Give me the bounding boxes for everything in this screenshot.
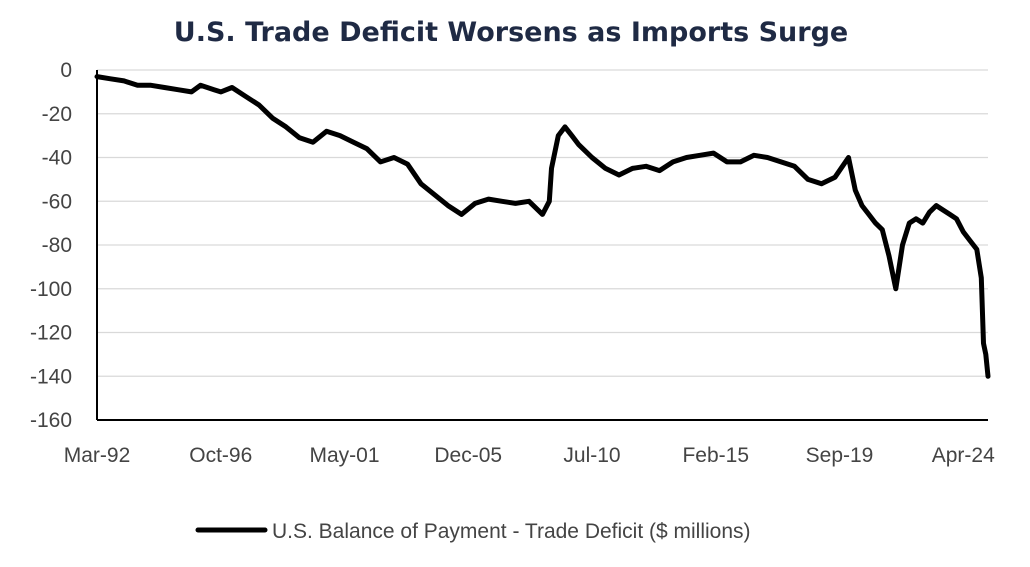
x-tick-label: Dec-05 <box>434 444 502 467</box>
legend: U.S. Balance of Payment - Trade Deficit … <box>195 520 751 543</box>
y-tick-label: -100 <box>30 278 72 301</box>
y-tick-label: -140 <box>30 365 72 388</box>
gridlines <box>97 69 988 377</box>
x-tick-label: Oct-96 <box>189 444 252 467</box>
y-tick-label: -160 <box>30 409 72 432</box>
y-tick-label: -40 <box>42 147 72 170</box>
x-axis-tick-labels: Mar-92 Oct-96 May-01 Dec-05 Jul-10 Feb-15 Sep-… <box>64 444 995 467</box>
x-tick-label: Sep-19 <box>806 444 874 467</box>
x-tick-label: Apr-24 <box>932 444 995 467</box>
chart-title: U.S. Trade Deficit Worsens as Imports Su… <box>174 17 848 48</box>
series-line-0 <box>94 74 991 379</box>
x-tick-label: Mar-92 <box>64 444 131 467</box>
x-tick-label: May-01 <box>309 444 379 467</box>
y-tick-label: -60 <box>42 190 72 213</box>
x-tick-label: Feb-15 <box>682 444 749 467</box>
legend-label: U.S. Balance of Payment - Trade Deficit … <box>272 520 751 543</box>
y-tick-label: 0 <box>60 59 72 82</box>
series-layer <box>94 74 991 379</box>
y-tick-label: -120 <box>30 322 72 345</box>
x-tick-label: Jul-10 <box>563 444 620 467</box>
y-tick-label: -80 <box>42 234 72 257</box>
y-axis-tick-labels: 0 -20 -40 -60 -80 -100 -120 -140 -160 <box>30 59 72 432</box>
y-tick-label: -20 <box>42 103 72 126</box>
